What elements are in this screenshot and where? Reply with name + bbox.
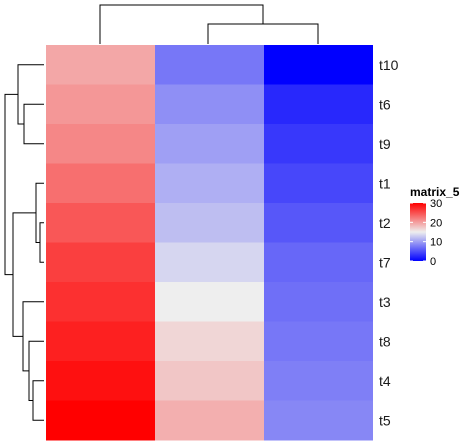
- heatmap-cell-t8-c3: [264, 321, 373, 362]
- row-label-t8: t8: [379, 333, 391, 349]
- row-dendrogram-branch: [12, 212, 36, 337]
- row-dendrogram-branch: [22, 301, 44, 372]
- row-dendrogram-branch: [28, 340, 44, 401]
- column-dendrogram-branch: [207, 23, 319, 44]
- heatmap-cell-t3-c3: [264, 282, 373, 322]
- heatmap-cell-t8-c2: [155, 321, 264, 362]
- row-label-t9: t9: [379, 136, 391, 152]
- heatmap-cell-t3-c1: [46, 282, 155, 322]
- heatmap-cell-t2-c1: [46, 203, 155, 243]
- heatmap-cell-t4-c3: [264, 361, 373, 401]
- row-label-t6: t6: [379, 96, 391, 112]
- heatmap-cell-t1-c3: [264, 163, 373, 204]
- row-dendrogram-branch: [32, 380, 44, 421]
- row-label-t3: t3: [379, 294, 391, 310]
- legend-tick-label: 20: [430, 217, 442, 229]
- heatmap-cell-t1-c2: [155, 163, 264, 204]
- column-dendrogram: [99, 4, 319, 44]
- heatmap-cell-t9-c2: [155, 124, 264, 164]
- heatmap-cell-t6-c2: [155, 84, 264, 125]
- row-label-t5: t5: [379, 412, 391, 428]
- row-dendrogram: [4, 64, 44, 421]
- heatmap-cell-t7-c2: [155, 242, 264, 283]
- row-label-t10: t10: [379, 57, 399, 73]
- heatmap-cell-t9-c1: [46, 124, 155, 164]
- heatmap-cell-t7-c3: [264, 242, 373, 283]
- heatmap-cell-t7-c1: [46, 242, 155, 283]
- legend-color-bar: [410, 203, 426, 261]
- row-label-t7: t7: [379, 254, 391, 270]
- heatmap-cell-t6-c1: [46, 84, 155, 125]
- legend-tick-label: 0: [430, 256, 436, 268]
- heatmap-cell-t6-c3: [264, 84, 373, 125]
- column-dendrogram-branch: [99, 4, 264, 44]
- row-label-t1: t1: [379, 175, 391, 191]
- row-dendrogram-branch: [4, 93, 18, 276]
- legend-tick-label: 30: [430, 198, 442, 210]
- heatmap-cell-t2-c2: [155, 203, 264, 243]
- legend-title: matrix_5: [410, 185, 460, 199]
- row-label-t4: t4: [379, 373, 391, 389]
- heatmap-cell-t3-c2: [155, 282, 264, 322]
- heatmap-cell-t10-c1: [46, 45, 155, 85]
- heatmap-cell-t4-c1: [46, 361, 155, 401]
- color-legend: matrix_5 30 20 10 0: [410, 185, 460, 268]
- heatmap-cell-t4-c2: [155, 361, 264, 401]
- heatmap-cell-t2-c3: [264, 203, 373, 243]
- legend-tick-label: 10: [430, 237, 442, 249]
- row-labels: t10 t6 t9 t1 t2 t7 t3 t8 t4 t5: [379, 57, 399, 429]
- heatmap-cell-t8-c1: [46, 321, 155, 362]
- heatmap-cells: [46, 45, 373, 441]
- heatmap-cell-t5-c1: [46, 400, 155, 441]
- row-dendrogram-branch: [23, 103, 44, 145]
- heatmap-cell-t10-c2: [155, 45, 264, 85]
- row-dendrogram-branch: [17, 64, 44, 125]
- row-label-t2: t2: [379, 215, 391, 231]
- heatmap-cell-t10-c3: [264, 45, 373, 85]
- heatmap-cell-t5-c2: [155, 400, 264, 441]
- row-dendrogram-branch: [39, 222, 44, 263]
- heatmap-cell-t9-c3: [264, 124, 373, 164]
- heatmap-cell-t1-c1: [46, 163, 155, 204]
- heatmap-cell-t5-c3: [264, 400, 373, 441]
